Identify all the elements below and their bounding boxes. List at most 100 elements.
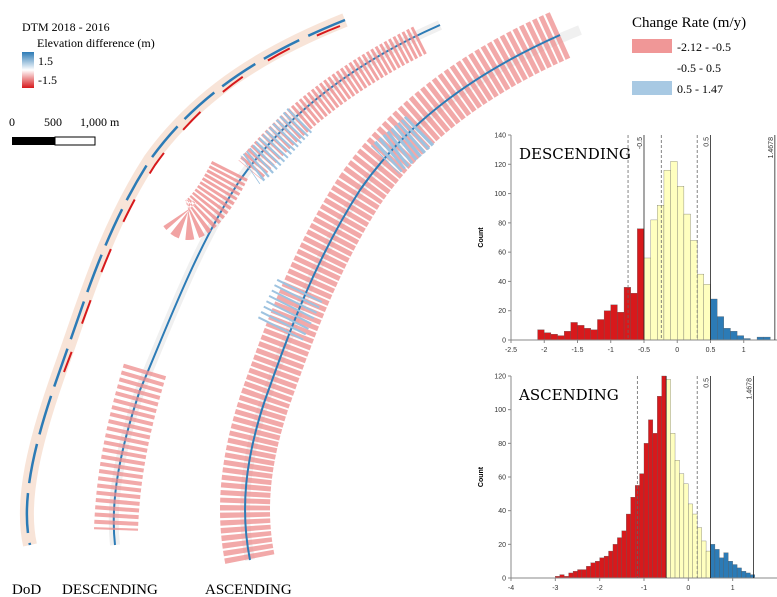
x-tick-label: -1.5 xyxy=(571,347,583,354)
charts: 020406080100120140-2.5-2-1.5-1-0.500.51-… xyxy=(478,133,777,593)
panel-label: DoD xyxy=(12,582,41,597)
scale-bar xyxy=(55,137,95,145)
dtm-low: -1.5 xyxy=(38,73,57,87)
panel-label: DESCENDING xyxy=(62,582,158,597)
histogram-bar xyxy=(591,330,598,340)
y-axis-label: Count xyxy=(478,227,485,248)
y-tick-label: 0 xyxy=(502,338,506,345)
scale-label: 500 xyxy=(44,115,62,129)
histogram-bar xyxy=(560,575,564,578)
histogram-bar xyxy=(595,561,599,578)
histogram-bar xyxy=(684,484,688,578)
scale-label: 1,000 m xyxy=(80,115,120,129)
histogram-bar xyxy=(724,328,731,340)
dtm-subtitle: Elevation difference (m) xyxy=(37,36,155,50)
reference-label: 1.4678 xyxy=(746,378,753,400)
histogram-bar xyxy=(604,556,608,578)
y-tick-label: 80 xyxy=(498,441,506,448)
histogram-bar xyxy=(586,566,590,578)
histogram-bar xyxy=(671,433,675,578)
reference-label: 0.5 xyxy=(704,137,711,147)
histogram-bar xyxy=(564,331,571,340)
histogram-bar xyxy=(591,563,595,578)
y-tick-label: 40 xyxy=(498,508,506,515)
y-tick-label: 100 xyxy=(494,407,506,414)
legend-swatch xyxy=(632,39,672,53)
x-tick-label: 1 xyxy=(731,585,735,592)
legend-swatch xyxy=(632,81,672,95)
scale-bar xyxy=(12,137,55,145)
histogram-bar xyxy=(644,258,651,340)
legend-swatch xyxy=(632,60,672,74)
histogram-bar xyxy=(750,575,754,578)
histogram-bar xyxy=(578,325,585,340)
histogram-bar xyxy=(551,334,558,340)
histogram-bar xyxy=(622,531,626,578)
reference-label: 1.4678 xyxy=(768,137,775,159)
histogram-bar xyxy=(711,544,715,578)
histogram-bar xyxy=(737,568,741,578)
histogram-bar xyxy=(719,558,723,578)
histogram-bar xyxy=(624,287,631,340)
histogram-bar xyxy=(675,460,679,578)
histogram-bar xyxy=(662,376,666,578)
y-tick-label: 80 xyxy=(498,220,506,227)
reference-label: 0.5 xyxy=(704,378,711,388)
histogram-bar xyxy=(631,293,638,340)
histogram-bar xyxy=(637,229,644,340)
histogram-bar xyxy=(582,570,586,578)
histogram-bar xyxy=(617,312,624,340)
y-tick-label: 0 xyxy=(502,576,506,583)
histogram-bar xyxy=(657,205,664,340)
y-tick-label: 100 xyxy=(494,191,506,198)
histogram-bar xyxy=(742,571,746,578)
histogram-bar xyxy=(626,514,630,578)
histogram-bar xyxy=(728,561,732,578)
histogram-bar xyxy=(684,214,691,340)
page: DTM 2018 - 2016 Elevation difference (m)… xyxy=(0,0,777,597)
histogram-bar xyxy=(697,528,701,579)
y-axis-label: Count xyxy=(478,466,485,487)
x-tick-label: 0 xyxy=(686,585,690,592)
dtm-title: DTM 2018 - 2016 xyxy=(22,20,110,34)
histogram-bar xyxy=(600,558,604,578)
histogram-bar xyxy=(538,330,545,340)
y-tick-label: 140 xyxy=(494,133,506,140)
panel-label: ASCENDING xyxy=(205,582,292,597)
reference-label: -0.5 xyxy=(637,137,644,149)
histogram-bar xyxy=(631,497,635,578)
x-tick-label: -1 xyxy=(608,347,614,354)
histogram-bar xyxy=(617,538,621,578)
histogram-bar xyxy=(657,396,661,578)
x-tick-label: 0.5 xyxy=(706,347,716,354)
x-tick-label: -2.5 xyxy=(505,347,517,354)
histogram-bar xyxy=(597,320,604,341)
y-tick-label: 20 xyxy=(498,308,506,315)
histogram-bar xyxy=(573,571,577,578)
histogram-bar xyxy=(737,336,744,340)
histogram-bar xyxy=(584,328,591,340)
scale-label: 0 xyxy=(9,115,15,129)
histogram-bar xyxy=(697,274,704,340)
histogram-bar xyxy=(653,433,657,578)
legend: -2.12 - -0.5-0.5 - 0.50.5 - 1.47 xyxy=(632,39,731,96)
legend-label: 0.5 - 1.47 xyxy=(677,82,723,96)
x-tick-label: -3 xyxy=(552,585,558,592)
legend-label: -0.5 - 0.5 xyxy=(677,61,721,75)
histogram-bar xyxy=(611,305,618,340)
chart-title: ASCENDING xyxy=(518,386,619,404)
histogram-bar xyxy=(733,565,737,578)
histogram-bar xyxy=(679,474,683,578)
histogram-bar xyxy=(664,170,671,340)
histogram-bar xyxy=(644,443,648,578)
histogram-bar xyxy=(648,420,652,578)
histogram-bar xyxy=(671,161,678,340)
histogram-bar xyxy=(702,541,706,578)
y-tick-label: 120 xyxy=(494,162,506,169)
y-tick-label: 20 xyxy=(498,542,506,549)
x-tick-label: -1 xyxy=(641,585,647,592)
histogram-bar xyxy=(609,551,613,578)
x-tick-label: 0 xyxy=(675,347,679,354)
histogram-bar xyxy=(706,551,710,578)
x-tick-label: -4 xyxy=(508,585,514,592)
